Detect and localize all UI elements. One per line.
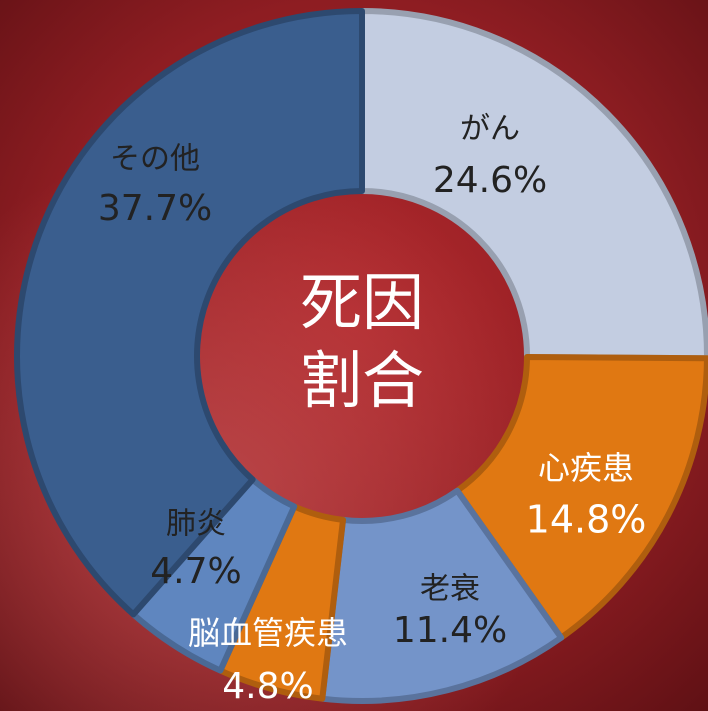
slice-label: 脳血管疾患 xyxy=(188,614,348,652)
slice-label: その他 xyxy=(110,142,200,177)
slice-value: 14.8% xyxy=(526,498,647,542)
donut-slice xyxy=(454,354,708,641)
center-title: 死因 xyxy=(300,266,424,339)
slice-value: 11.4% xyxy=(393,610,507,651)
center-title: 割合 xyxy=(300,344,424,417)
donut-slice xyxy=(359,8,708,362)
slice-label: 老衰 xyxy=(420,572,480,607)
slice-label: 心疾患 xyxy=(538,449,634,487)
slice-value: 4.8% xyxy=(222,666,313,707)
donut-slice xyxy=(319,487,565,704)
slice-value: 4.7% xyxy=(150,551,241,592)
slice-label: がん xyxy=(460,112,520,147)
slice-value: 24.6% xyxy=(433,160,547,201)
slice-value: 37.7% xyxy=(98,188,212,229)
donut-slice xyxy=(14,8,365,618)
slice-label: 肺炎 xyxy=(166,507,226,542)
